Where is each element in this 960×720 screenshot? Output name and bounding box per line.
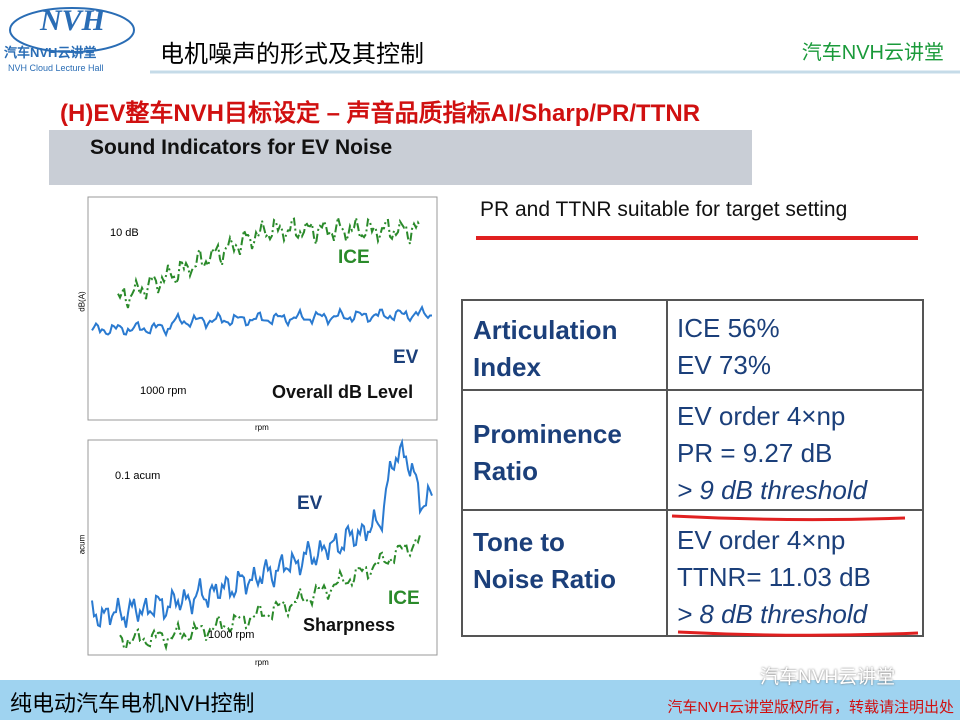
row-name: Prominence Ratio <box>473 416 622 490</box>
row-name: Articulation Index <box>473 312 617 386</box>
curve <box>91 438 433 628</box>
row-values: ICE 56% EV 73% <box>677 310 780 384</box>
row-name: Tone to Noise Ratio <box>473 524 616 598</box>
row-name-line: Prominence <box>473 419 622 449</box>
caption: Sharpness <box>303 615 396 635</box>
footer-bar <box>0 680 960 720</box>
ice-label: ICE <box>338 247 370 268</box>
banner-text: Sound Indicators for EV Noise <box>90 136 393 159</box>
row-name-line: Noise Ratio <box>473 564 617 594</box>
plot-frame <box>87 196 438 421</box>
row-name-line: Index <box>473 352 541 382</box>
row-value: > 8 dB threshold <box>677 599 868 629</box>
row-value: PR = 9.27 dB <box>677 438 833 468</box>
row-value: EV order 4×np <box>677 525 846 555</box>
x-axis-label: rpm <box>255 658 269 667</box>
curve <box>117 217 421 309</box>
caption: Overall dB Level <box>272 382 414 402</box>
x-axis-label: rpm <box>255 423 269 432</box>
row-values: EV order 4×np PR = 9.27 dB > 9 dB threshol… <box>677 398 867 509</box>
row-name-line: Ratio <box>473 456 538 486</box>
logo-sub: 汽车NVH云讲堂 <box>4 45 97 60</box>
row-values: EV order 4×np TTNR= 11.03 dB > 8 dB thresh… <box>677 522 871 633</box>
logo-en: NVH Cloud Lecture Hall <box>8 63 104 73</box>
ice-label: ICE <box>388 588 420 609</box>
table-border <box>461 299 924 637</box>
row-value: EV order 4×np <box>677 401 846 431</box>
header-brand: 汽车NVH云讲堂 <box>801 42 944 64</box>
row-value: EV 73% <box>677 350 771 380</box>
row-value: > 9 dB threshold <box>677 475 868 505</box>
plot-frame <box>87 439 438 656</box>
banner-box <box>49 130 752 185</box>
row-name-line: Articulation <box>473 315 618 345</box>
y-axis-label: dB(A) <box>77 291 87 312</box>
footer-left: 纯电动汽车电机NVH控制 <box>10 691 255 716</box>
header-title: 电机噪声的形式及其控制 <box>160 41 424 68</box>
row-value: ICE 56% <box>677 313 780 343</box>
logo-title: NVH <box>40 4 106 37</box>
scale-label: 0.1 acum <box>115 470 161 482</box>
highlight <box>677 630 919 637</box>
highlight <box>671 514 906 522</box>
row-name-line: Tone to <box>473 527 565 557</box>
row-value: TTNR= 11.03 dB <box>677 562 871 592</box>
note: PR and TTNR suitable for target setting <box>480 198 848 221</box>
curve <box>91 304 432 338</box>
watermark: 汽车NVH云讲堂 <box>760 667 896 688</box>
ev-label: EV <box>393 347 419 368</box>
ev-label: EV <box>297 493 323 514</box>
y-axis-label: acum <box>77 534 87 555</box>
rpm-label: 1000 rpm <box>140 385 187 397</box>
scale-label: 10 dB <box>110 227 139 239</box>
rpm-label: 1000 rpm <box>208 629 255 641</box>
logo-ring <box>9 7 135 53</box>
slide-title: (H)EV整车NVH目标设定 – 声音品质指标AI/Sharp/PR/TTNR <box>60 100 701 127</box>
footer-right: 汽车NVH云讲堂版权所有，转载请注明出处 <box>667 699 954 716</box>
